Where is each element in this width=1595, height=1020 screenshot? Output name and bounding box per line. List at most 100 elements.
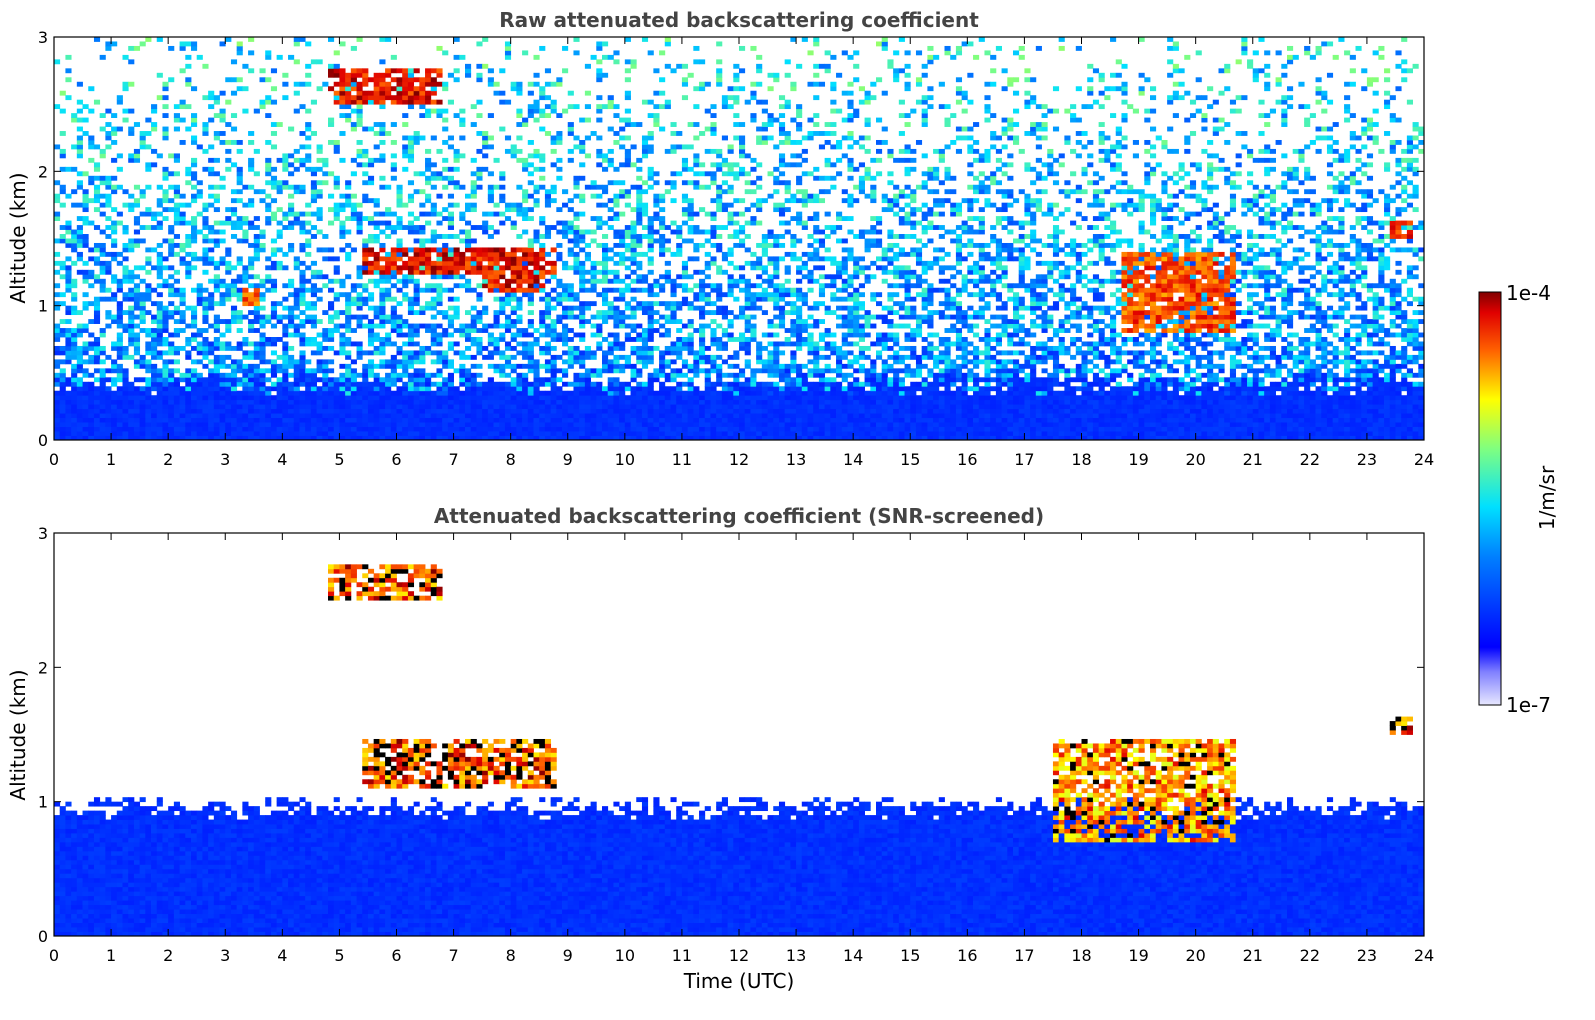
heatmap-cell bbox=[299, 310, 306, 316]
heatmap-cell bbox=[522, 274, 529, 280]
heatmap-cell bbox=[208, 372, 215, 378]
heatmap-cell bbox=[516, 399, 523, 405]
heatmap-cell bbox=[162, 131, 169, 136]
heatmap-cell bbox=[185, 54, 192, 60]
heatmap-cell bbox=[151, 413, 158, 419]
heatmap-cell bbox=[248, 381, 255, 387]
heatmap-cell bbox=[704, 417, 711, 423]
heatmap-cell bbox=[596, 108, 603, 114]
heatmap-cell bbox=[602, 417, 609, 423]
heatmap-cell bbox=[185, 399, 192, 405]
heatmap-cell bbox=[425, 301, 432, 307]
heatmap-cell bbox=[379, 229, 386, 235]
heatmap-cell bbox=[641, 426, 649, 432]
heatmap-cell bbox=[173, 292, 180, 298]
heatmap-cell bbox=[687, 144, 694, 150]
heatmap-cell bbox=[636, 242, 643, 248]
heatmap-cell bbox=[390, 328, 397, 333]
heatmap-cell bbox=[276, 377, 283, 383]
heatmap-cell bbox=[596, 386, 603, 392]
heatmap-cell bbox=[641, 404, 649, 410]
heatmap-cell bbox=[122, 386, 129, 392]
heatmap-cell bbox=[111, 319, 118, 324]
heatmap-cell bbox=[562, 220, 569, 226]
heatmap-cell bbox=[265, 408, 272, 414]
heatmap-cell bbox=[213, 198, 220, 204]
heatmap-cell bbox=[93, 431, 101, 436]
heatmap-cell bbox=[310, 314, 317, 320]
heatmap-cell bbox=[544, 413, 552, 419]
heatmap-cell bbox=[436, 301, 443, 307]
heatmap-cell bbox=[470, 287, 477, 293]
heatmap-cell bbox=[659, 431, 666, 436]
heatmap-cell bbox=[196, 399, 203, 405]
heatmap-cell bbox=[687, 287, 694, 293]
heatmap-cell bbox=[430, 202, 437, 208]
heatmap-cell bbox=[236, 41, 243, 47]
heatmap-cell bbox=[196, 332, 203, 338]
heatmap-cell bbox=[173, 328, 180, 333]
heatmap-cell bbox=[562, 337, 569, 342]
heatmap-cell bbox=[162, 372, 169, 378]
heatmap-cell bbox=[567, 198, 574, 204]
heatmap-cell bbox=[116, 184, 123, 190]
heatmap-cell bbox=[510, 86, 517, 92]
heatmap-cell bbox=[111, 229, 118, 235]
heatmap-cell bbox=[407, 386, 415, 392]
heatmap-cell bbox=[310, 435, 317, 440]
heatmap-cell bbox=[556, 166, 563, 172]
heatmap-cell bbox=[425, 395, 432, 401]
heatmap-cell bbox=[230, 220, 238, 226]
heatmap-cell bbox=[402, 153, 409, 159]
heatmap-cell bbox=[579, 139, 586, 145]
heatmap-cell bbox=[544, 395, 552, 401]
heatmap-cell bbox=[630, 122, 637, 127]
heatmap-cell bbox=[253, 108, 260, 114]
heatmap-cell bbox=[670, 68, 677, 74]
heatmap-cell bbox=[196, 386, 203, 392]
heatmap-cell bbox=[533, 166, 540, 172]
heatmap-cell bbox=[430, 413, 437, 419]
heatmap-cell bbox=[162, 377, 169, 383]
heatmap-cell bbox=[630, 372, 637, 378]
heatmap-cell bbox=[664, 305, 671, 311]
heatmap-cell bbox=[259, 292, 266, 298]
heatmap-cell bbox=[333, 175, 340, 181]
heatmap-cell bbox=[396, 377, 403, 383]
heatmap-cell bbox=[242, 399, 249, 405]
heatmap-cell bbox=[299, 211, 306, 217]
heatmap-cell bbox=[156, 153, 163, 159]
heatmap-cell bbox=[465, 422, 472, 427]
heatmap-cell bbox=[379, 242, 386, 248]
heatmap-cell bbox=[419, 104, 426, 110]
heatmap-cell bbox=[367, 296, 375, 302]
heatmap-cell bbox=[425, 113, 432, 118]
heatmap-cell bbox=[225, 354, 232, 360]
heatmap-cell bbox=[402, 296, 409, 302]
heatmap-cell bbox=[636, 386, 643, 392]
heatmap-cell bbox=[396, 386, 403, 392]
heatmap-cell bbox=[539, 108, 546, 114]
heatmap-cell bbox=[93, 399, 101, 405]
heatmap-cell bbox=[202, 296, 209, 302]
heatmap-cell bbox=[453, 413, 460, 419]
heatmap-cell bbox=[659, 126, 666, 132]
heatmap-cell bbox=[413, 247, 420, 253]
heatmap-cell bbox=[687, 229, 694, 235]
heatmap-cell bbox=[619, 404, 626, 410]
heatmap-cell bbox=[162, 314, 169, 320]
heatmap-cell bbox=[339, 417, 346, 423]
heatmap-cell bbox=[379, 99, 386, 105]
heatmap-cell bbox=[584, 135, 591, 141]
heatmap-cell bbox=[465, 310, 472, 316]
heatmap-cell bbox=[310, 211, 317, 217]
heatmap-cell bbox=[681, 296, 689, 302]
heatmap-cell bbox=[699, 426, 706, 432]
heatmap-cell bbox=[248, 417, 255, 423]
heatmap-cell bbox=[162, 350, 169, 356]
heatmap-cell bbox=[93, 341, 101, 347]
heatmap-cell bbox=[179, 413, 186, 419]
heatmap-cell bbox=[544, 363, 552, 369]
heatmap-cell bbox=[99, 153, 106, 159]
heatmap-cell bbox=[670, 287, 677, 293]
